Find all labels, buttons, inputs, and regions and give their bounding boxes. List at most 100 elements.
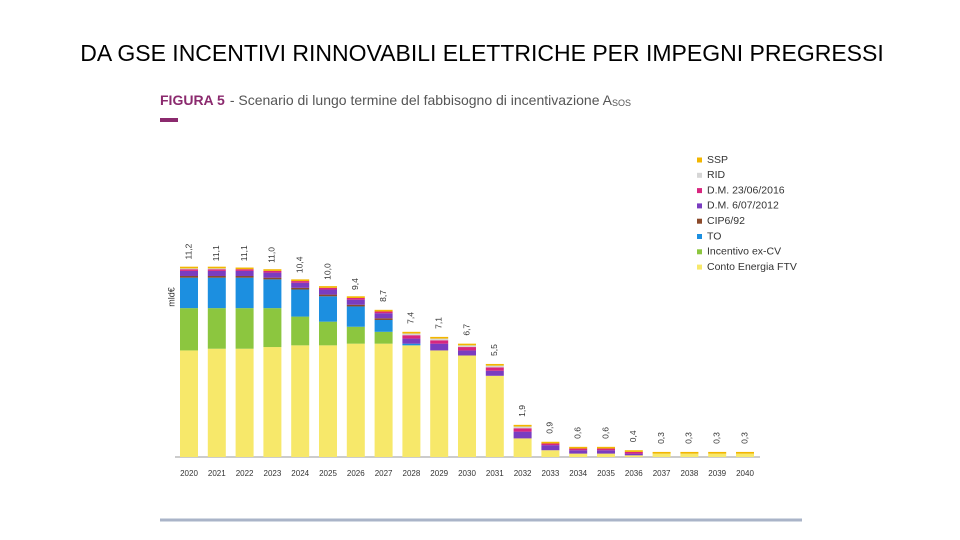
bar-segment bbox=[458, 355, 476, 457]
bar-segment bbox=[374, 319, 393, 332]
figure-label: FIGURA 5 bbox=[160, 92, 225, 108]
bar-segment bbox=[235, 267, 254, 270]
bar-segment bbox=[207, 308, 226, 349]
bar-segment bbox=[485, 370, 504, 376]
x-tick-label: 2033 bbox=[542, 469, 560, 478]
bar-segment bbox=[374, 331, 393, 344]
bar-segment bbox=[319, 345, 337, 457]
total-label: 5,5 bbox=[489, 344, 499, 356]
bar-segment bbox=[458, 343, 476, 346]
bar-segment bbox=[402, 335, 421, 339]
total-label: 7,4 bbox=[406, 312, 416, 324]
x-tick-label: 2028 bbox=[403, 469, 421, 478]
bar-segment bbox=[235, 308, 254, 349]
x-tick-label: 2036 bbox=[625, 469, 643, 478]
figure-caption: FIGURA 5 - Scenario di lungo termine del … bbox=[160, 92, 631, 109]
bar-segment bbox=[263, 270, 282, 273]
x-tick-label: 2037 bbox=[653, 469, 671, 478]
bar-segment bbox=[291, 282, 310, 288]
total-label: 0,3 bbox=[739, 432, 749, 444]
bar-segment bbox=[180, 268, 198, 270]
bar-segment bbox=[513, 428, 532, 432]
legend-swatch bbox=[697, 234, 702, 239]
bar-segment bbox=[207, 266, 226, 269]
x-tick-label: 2030 bbox=[458, 469, 476, 478]
bar-segment bbox=[207, 268, 226, 270]
bar-segment bbox=[485, 365, 504, 368]
bar-segment bbox=[458, 350, 476, 356]
bar-segment bbox=[291, 345, 310, 457]
bar-segment bbox=[319, 287, 337, 290]
legend-swatch bbox=[697, 249, 702, 255]
bar-segment bbox=[291, 281, 310, 283]
bar-segment bbox=[263, 279, 282, 309]
bar-segment bbox=[263, 269, 282, 271]
total-label: 9,4 bbox=[350, 278, 360, 290]
bar-segment bbox=[736, 453, 754, 457]
bar-segment bbox=[402, 338, 421, 344]
total-label: 11,1 bbox=[239, 245, 249, 261]
total-label: 11,0 bbox=[267, 247, 277, 263]
legend-label: CIP6/92 bbox=[707, 215, 745, 227]
total-label: 6,7 bbox=[461, 324, 471, 336]
x-tick-label: 2039 bbox=[708, 469, 726, 478]
x-tick-label: 2027 bbox=[375, 469, 393, 478]
legend-swatch bbox=[697, 188, 702, 194]
bar-segment bbox=[652, 451, 671, 454]
bar-segment bbox=[513, 424, 532, 427]
bar-segment bbox=[346, 343, 365, 457]
total-label: 11,2 bbox=[183, 243, 193, 259]
bar-segment bbox=[346, 296, 365, 298]
bar-segment bbox=[624, 453, 643, 456]
bar-segment bbox=[207, 270, 226, 276]
x-tick-label: 2031 bbox=[486, 469, 504, 478]
x-tick-label: 2029 bbox=[430, 469, 448, 478]
bar-segment bbox=[346, 304, 365, 307]
bar-segment bbox=[624, 451, 643, 454]
bar-segment bbox=[430, 350, 449, 457]
bar-segment bbox=[346, 326, 365, 344]
legend-label: D.M. 23/06/2016 bbox=[707, 184, 785, 196]
total-label: 10,0 bbox=[322, 263, 332, 280]
caption-accent bbox=[160, 118, 178, 122]
legend-label: Conto Energia FTV bbox=[707, 261, 797, 273]
total-label: 0,4 bbox=[628, 430, 638, 442]
total-label: 0,3 bbox=[711, 432, 721, 444]
legend-swatch bbox=[697, 157, 702, 163]
x-tick-label: 2034 bbox=[569, 469, 587, 478]
bar-segment bbox=[402, 333, 421, 336]
x-tick-label: 2038 bbox=[681, 469, 699, 478]
bar-segment bbox=[402, 343, 421, 346]
bar-segment bbox=[291, 316, 310, 346]
bar-segment bbox=[235, 269, 254, 271]
bar-segment bbox=[207, 348, 226, 457]
bar-segment bbox=[736, 451, 754, 454]
x-tick-label: 2021 bbox=[208, 469, 226, 478]
total-label: 0,6 bbox=[572, 427, 582, 439]
bar-segment bbox=[708, 453, 727, 457]
bar-segment bbox=[430, 340, 449, 344]
bar-segment bbox=[180, 269, 198, 271]
bar-segment bbox=[569, 446, 588, 449]
bar-segment bbox=[541, 450, 560, 457]
bar-segment bbox=[541, 445, 560, 451]
legend-swatch bbox=[697, 172, 702, 178]
bar-segment bbox=[513, 438, 532, 457]
legend-swatch bbox=[697, 218, 702, 224]
bar-segment bbox=[597, 448, 615, 451]
bar-segment bbox=[541, 443, 560, 446]
legend-swatch bbox=[697, 203, 702, 209]
bar-segment bbox=[624, 450, 643, 452]
x-tick-label: 2032 bbox=[514, 469, 532, 478]
bar-segment bbox=[207, 269, 226, 271]
x-tick-label: 2035 bbox=[597, 469, 615, 478]
bar-segment bbox=[513, 426, 532, 429]
bar-segment bbox=[569, 450, 588, 454]
total-label: 1,9 bbox=[517, 405, 527, 417]
x-tick-label: 2022 bbox=[236, 469, 254, 478]
bar-segment bbox=[374, 343, 393, 457]
bar-segment bbox=[430, 336, 449, 339]
bar-segment bbox=[708, 451, 727, 454]
bar-segment bbox=[597, 453, 615, 457]
